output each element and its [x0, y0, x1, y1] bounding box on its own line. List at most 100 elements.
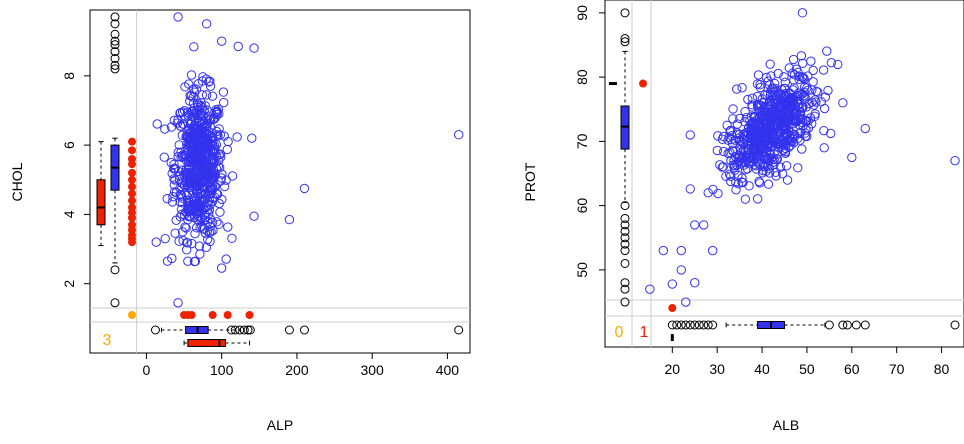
y-tick-label: 70	[574, 133, 590, 149]
scatter-point	[212, 151, 222, 162]
scatter-point	[747, 139, 757, 149]
scatter-point	[685, 130, 695, 140]
scatter-point	[780, 143, 791, 154]
scatter-point	[776, 102, 786, 112]
box	[96, 179, 106, 226]
scatter-point	[719, 146, 729, 157]
boxplot-outlier	[690, 320, 700, 330]
scatter-point	[822, 46, 832, 56]
boxplot-outlier	[620, 239, 630, 249]
margin-guides	[90, 10, 470, 353]
scatter-point	[699, 220, 709, 230]
scatter-point	[192, 186, 202, 196]
scatter-point	[759, 152, 770, 162]
scatter-point	[212, 188, 222, 199]
scatter-point	[793, 96, 803, 107]
scatter-point	[760, 110, 770, 120]
scatter-point	[740, 146, 750, 156]
data-points	[639, 8, 960, 312]
boxplot-outlier	[620, 297, 630, 307]
scatter-point	[681, 297, 691, 307]
boxplot-outlier	[620, 8, 630, 18]
boxplot-outlier	[842, 320, 852, 330]
scatter-point	[765, 99, 776, 110]
scatter-point	[160, 124, 170, 134]
y-tick-label: 90	[574, 5, 590, 21]
x-axis: 20 30 40 50 60 70 80	[665, 346, 950, 377]
scatter-point	[173, 12, 183, 22]
margin-boxplots	[609, 8, 960, 341]
scatter-point	[950, 155, 960, 166]
scatter-point	[206, 226, 216, 237]
scatter-point	[712, 145, 723, 156]
scatter-point	[833, 59, 843, 70]
scatter-point	[808, 77, 818, 87]
scatter-point	[737, 137, 748, 148]
scatter-point	[200, 202, 211, 213]
scatter-point	[747, 100, 757, 110]
scatter-point	[727, 138, 738, 149]
scatter-point	[188, 106, 198, 117]
scatter-point	[200, 188, 211, 199]
scatter-point	[169, 180, 180, 190]
scatter-point	[190, 171, 200, 181]
boxplot-outlier	[299, 325, 309, 335]
scatter-point	[186, 70, 197, 80]
boxplot-outlier	[620, 226, 630, 236]
panel-prot-vs-alb: 20 30 40 50 60 70 80 50 60 70 80 90 0 1 ALB PROT	[522, 0, 964, 433]
boxplot-outlier	[620, 34, 630, 44]
y-tick-label: 2	[61, 280, 77, 288]
boxplot-outlier	[860, 320, 870, 330]
scatter-point	[194, 181, 204, 192]
scatter-point	[764, 168, 775, 178]
scatter-point	[195, 142, 205, 152]
scatter-point	[202, 141, 212, 151]
scatter-point	[187, 131, 197, 142]
scatter-point	[214, 124, 224, 134]
scatter-point	[227, 233, 237, 244]
scatter-point	[249, 43, 259, 53]
scatter-point	[755, 178, 765, 188]
scatter-point	[735, 113, 745, 124]
x-axis-label: ALB	[773, 417, 799, 433]
scatter-point	[201, 90, 212, 100]
scatter-point	[796, 51, 807, 61]
y-tick-label: 4	[61, 210, 77, 218]
scatter-point	[233, 41, 243, 52]
missing-count-label-left: 0	[615, 324, 624, 341]
scatter-point	[184, 202, 194, 212]
boxplot-outlier	[110, 40, 120, 50]
x-tick-label: 40	[754, 361, 770, 377]
scatter-point	[197, 153, 208, 163]
scatter-point	[223, 222, 233, 232]
scatter-point	[768, 112, 779, 123]
scatter-point	[162, 256, 173, 266]
scatter-point	[169, 163, 180, 173]
scatter-point	[151, 237, 161, 247]
scatter-point	[784, 63, 794, 73]
missing-point	[639, 79, 647, 88]
scatter-point	[222, 144, 232, 155]
scatter-point	[208, 146, 219, 156]
missing-point	[187, 311, 196, 319]
scatter-point	[781, 160, 792, 171]
missing-point	[208, 311, 217, 319]
scatter-point	[767, 141, 777, 151]
x-tick-label: 200	[285, 362, 309, 378]
y-axis: 2 4 6 8	[61, 72, 91, 288]
scatter-point	[746, 132, 757, 142]
y-axis-label: CHOL	[9, 162, 25, 201]
scatter-point	[730, 165, 740, 176]
scatter-point	[204, 195, 214, 206]
scatter-point	[788, 54, 799, 65]
scatter-point	[756, 110, 766, 121]
scatter-point	[752, 194, 763, 204]
missing-point	[128, 203, 136, 212]
scatter-point	[198, 126, 208, 137]
scatter-point	[174, 140, 184, 150]
y-axis: 50 60 70 80 90	[574, 5, 606, 278]
scatter-point	[204, 77, 214, 87]
scatter-point	[209, 172, 220, 182]
scatter-point	[203, 160, 213, 170]
scatter-point	[765, 59, 775, 69]
